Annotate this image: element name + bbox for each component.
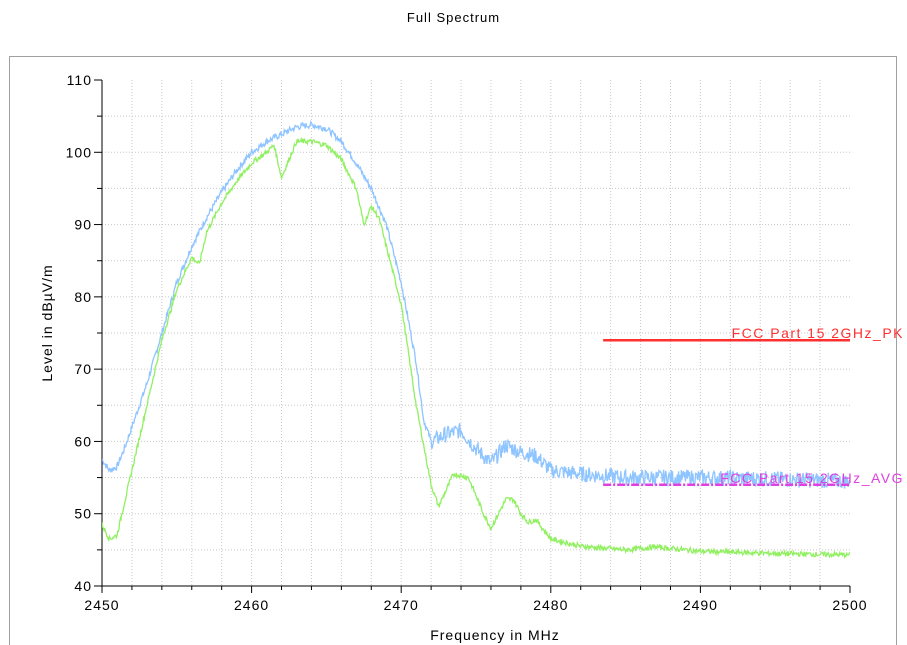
x-tick-label: 2490 bbox=[683, 597, 718, 613]
y-axis-label: Level in dBµV/m bbox=[39, 264, 55, 381]
limit-lines: FCC Part 15 2GHz_PK FCC Part 15 2GHz_AVG bbox=[603, 325, 904, 487]
grid bbox=[102, 80, 850, 586]
x-axis-label: Frequency in MHz bbox=[430, 627, 560, 643]
y-tick-label: 70 bbox=[74, 361, 92, 377]
limit-line-label-1: FCC Part 15 2GHz_PK bbox=[732, 325, 904, 341]
x-tick-label: 2460 bbox=[234, 597, 269, 613]
x-tick-label: 2480 bbox=[533, 597, 568, 613]
y-tick-label: 40 bbox=[74, 578, 92, 594]
x-tick-label: 2500 bbox=[832, 597, 867, 613]
series-line-2 bbox=[102, 136, 850, 560]
y-tick-label: 50 bbox=[74, 506, 92, 522]
y-tick-label: 90 bbox=[74, 217, 92, 233]
y-tick-label: 110 bbox=[67, 72, 92, 88]
x-tick-label: 2470 bbox=[384, 597, 419, 613]
chart-title: Full Spectrum bbox=[406, 10, 501, 25]
y-tick-label: 60 bbox=[74, 433, 92, 449]
y-tick-label: 100 bbox=[66, 144, 92, 160]
limit-line-label-2: FCC Part 15 2GHz_AVG bbox=[720, 470, 904, 486]
tick-labels: 40 50 60 70 80 90 100 110 2450 2460 2470 2480 2490 25… bbox=[66, 72, 867, 613]
x-tick-label: 2450 bbox=[84, 597, 119, 613]
series-layer bbox=[102, 119, 850, 560]
series-line-1 bbox=[102, 119, 850, 489]
y-tick-label: 80 bbox=[74, 289, 92, 305]
axes bbox=[94, 79, 851, 593]
